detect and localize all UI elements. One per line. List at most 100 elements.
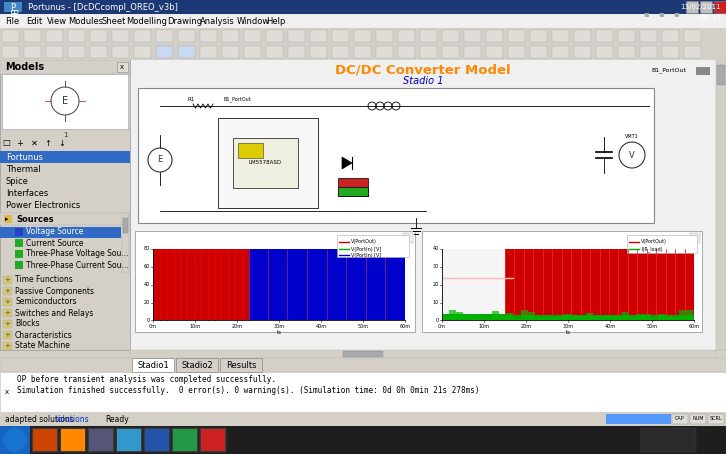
Text: +: +	[17, 138, 23, 148]
Bar	[708, 414, 724, 424]
Bar	[485, 318, 492, 320]
Bar	[3, 276, 12, 284]
Text: x: x	[5, 389, 9, 395]
Text: +: +	[4, 277, 10, 283]
Text: View: View	[47, 16, 67, 25]
Text: adapted solutions: adapted solutions	[5, 415, 74, 424]
Bar	[442, 30, 459, 42]
Text: ▸: ▸	[5, 216, 9, 222]
Bar	[3, 320, 12, 328]
Bar	[449, 311, 456, 320]
Bar	[156, 46, 173, 58]
Text: DC/DC Converter Model: DC/DC Converter Model	[335, 64, 511, 77]
Bar	[0, 426, 30, 454]
Text: ↑: ↑	[44, 138, 52, 148]
Bar	[238, 143, 263, 158]
Bar	[672, 414, 688, 424]
Text: P: P	[10, 3, 15, 11]
Bar	[130, 60, 716, 350]
Bar	[3, 331, 12, 339]
Bar	[606, 414, 671, 424]
Text: 60: 60	[144, 265, 150, 270]
Bar	[622, 312, 629, 320]
Text: 40: 40	[433, 247, 439, 252]
Text: □: □	[2, 138, 10, 148]
Bar	[600, 316, 607, 320]
Bar	[178, 30, 195, 42]
Bar	[3, 342, 12, 350]
Text: V(PortIn) [V]: V(PortIn) [V]	[351, 252, 381, 257]
Bar	[153, 249, 405, 320]
Text: Characteristics: Characteristics	[15, 331, 73, 340]
Text: Edit: Edit	[26, 16, 42, 25]
Text: V(PortOut): V(PortOut)	[351, 240, 377, 245]
Text: 60m: 60m	[399, 324, 411, 329]
Text: 30: 30	[433, 265, 439, 270]
Bar	[117, 429, 141, 451]
Bar	[156, 30, 173, 42]
Bar	[557, 316, 564, 320]
Bar	[535, 317, 542, 320]
Text: +: +	[4, 343, 10, 349]
Bar	[521, 310, 528, 320]
Text: 50m: 50m	[646, 324, 658, 329]
Bar	[337, 235, 409, 257]
Bar	[220, 358, 262, 372]
Bar	[420, 30, 437, 42]
Text: 20: 20	[433, 282, 439, 287]
Text: Power Electronics: Power Electronics	[6, 201, 81, 209]
Text: 30m: 30m	[563, 324, 574, 329]
Polygon shape	[342, 157, 352, 169]
Text: B1_PortOut: B1_PortOut	[223, 96, 250, 102]
Text: Three-Phase Current Sou...: Three-Phase Current Sou...	[26, 261, 129, 270]
Text: LM5578ASD: LM5578ASD	[248, 161, 282, 166]
Bar	[15, 250, 23, 258]
Text: ✕: ✕	[30, 138, 38, 148]
Bar	[578, 316, 585, 320]
Bar	[2, 137, 128, 149]
Bar	[456, 312, 463, 320]
Text: ▪: ▪	[643, 10, 649, 19]
Bar	[690, 414, 706, 424]
Text: Fortunus: Fortunus	[6, 153, 43, 162]
Bar	[153, 249, 248, 320]
Bar	[684, 30, 701, 42]
Bar	[90, 46, 107, 58]
Bar	[636, 314, 643, 320]
Bar	[442, 249, 694, 315]
Text: V: V	[629, 150, 635, 159]
Text: NUM: NUM	[693, 416, 703, 421]
Bar	[32, 428, 58, 452]
Bar	[679, 311, 686, 320]
Text: +: +	[4, 299, 10, 305]
Bar	[618, 30, 635, 42]
Bar	[700, 1, 712, 13]
Bar	[0, 372, 726, 412]
Bar	[176, 358, 218, 372]
Bar	[145, 429, 169, 451]
Bar	[24, 46, 41, 58]
Text: Three-Phase Voltage Sou...: Three-Phase Voltage Sou...	[26, 250, 129, 258]
Text: 0m: 0m	[149, 324, 157, 329]
Bar	[0, 60, 130, 74]
Bar	[61, 429, 85, 451]
Bar	[0, 151, 130, 163]
Bar	[3, 298, 12, 306]
Bar	[528, 311, 535, 320]
Bar	[15, 228, 23, 236]
Bar	[116, 428, 142, 452]
Bar	[123, 218, 128, 233]
Bar	[403, 233, 413, 243]
Bar	[618, 46, 635, 58]
Text: VMT1: VMT1	[625, 134, 639, 139]
Bar	[629, 317, 636, 320]
Bar	[310, 30, 327, 42]
Text: Blocks: Blocks	[15, 320, 40, 329]
Text: 40m: 40m	[315, 324, 327, 329]
Text: Thermal: Thermal	[6, 164, 41, 173]
Text: ↓: ↓	[59, 138, 65, 148]
Bar	[122, 213, 129, 273]
Text: Help: Help	[266, 16, 285, 25]
Text: 10m: 10m	[189, 324, 200, 329]
Text: SCRL: SCRL	[710, 416, 722, 421]
